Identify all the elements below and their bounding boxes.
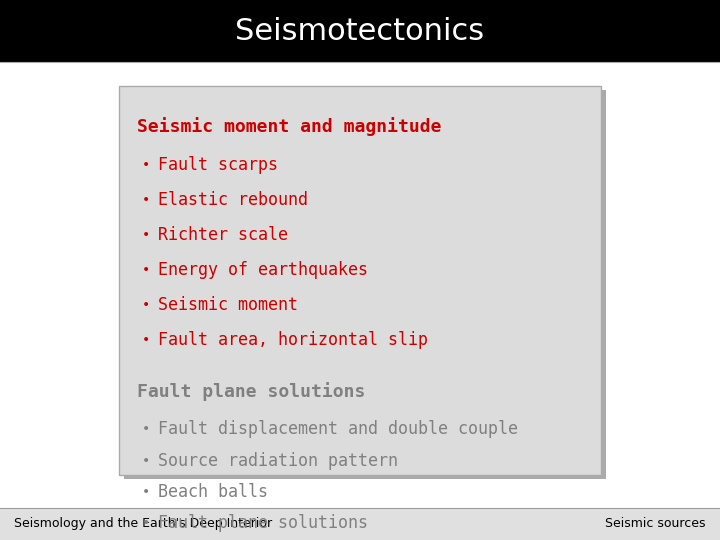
- Text: Richter scale: Richter scale: [158, 226, 289, 244]
- Text: Seismic moment and magnitude: Seismic moment and magnitude: [137, 117, 441, 137]
- Text: •: •: [142, 263, 150, 277]
- Text: •: •: [142, 158, 150, 172]
- Text: •: •: [142, 298, 150, 312]
- FancyBboxPatch shape: [119, 86, 601, 475]
- Text: •: •: [142, 193, 150, 207]
- Text: •: •: [142, 485, 150, 499]
- Text: •: •: [142, 228, 150, 242]
- FancyBboxPatch shape: [124, 90, 606, 479]
- Text: Seismology and the Earth's Deep Interior: Seismology and the Earth's Deep Interior: [14, 517, 273, 530]
- Text: Seismic moment: Seismic moment: [158, 296, 298, 314]
- FancyBboxPatch shape: [0, 0, 720, 62]
- Text: Fault area, horizontal slip: Fault area, horizontal slip: [158, 331, 428, 349]
- Text: •: •: [142, 516, 150, 530]
- Text: Fault displacement and double couple: Fault displacement and double couple: [158, 420, 518, 438]
- Text: Seismic sources: Seismic sources: [605, 517, 706, 530]
- Text: Seismotectonics: Seismotectonics: [235, 17, 485, 45]
- FancyBboxPatch shape: [0, 508, 720, 540]
- Text: Fault plane solutions: Fault plane solutions: [137, 382, 365, 401]
- Text: Elastic rebound: Elastic rebound: [158, 191, 308, 209]
- Text: Source radiation pattern: Source radiation pattern: [158, 451, 398, 470]
- Text: Fault scarps: Fault scarps: [158, 156, 279, 174]
- Text: •: •: [142, 333, 150, 347]
- Text: •: •: [142, 422, 150, 436]
- Text: Beach balls: Beach balls: [158, 483, 269, 501]
- Text: Fault plane solutions: Fault plane solutions: [158, 514, 369, 532]
- Text: •: •: [142, 454, 150, 468]
- Text: Energy of earthquakes: Energy of earthquakes: [158, 261, 369, 279]
